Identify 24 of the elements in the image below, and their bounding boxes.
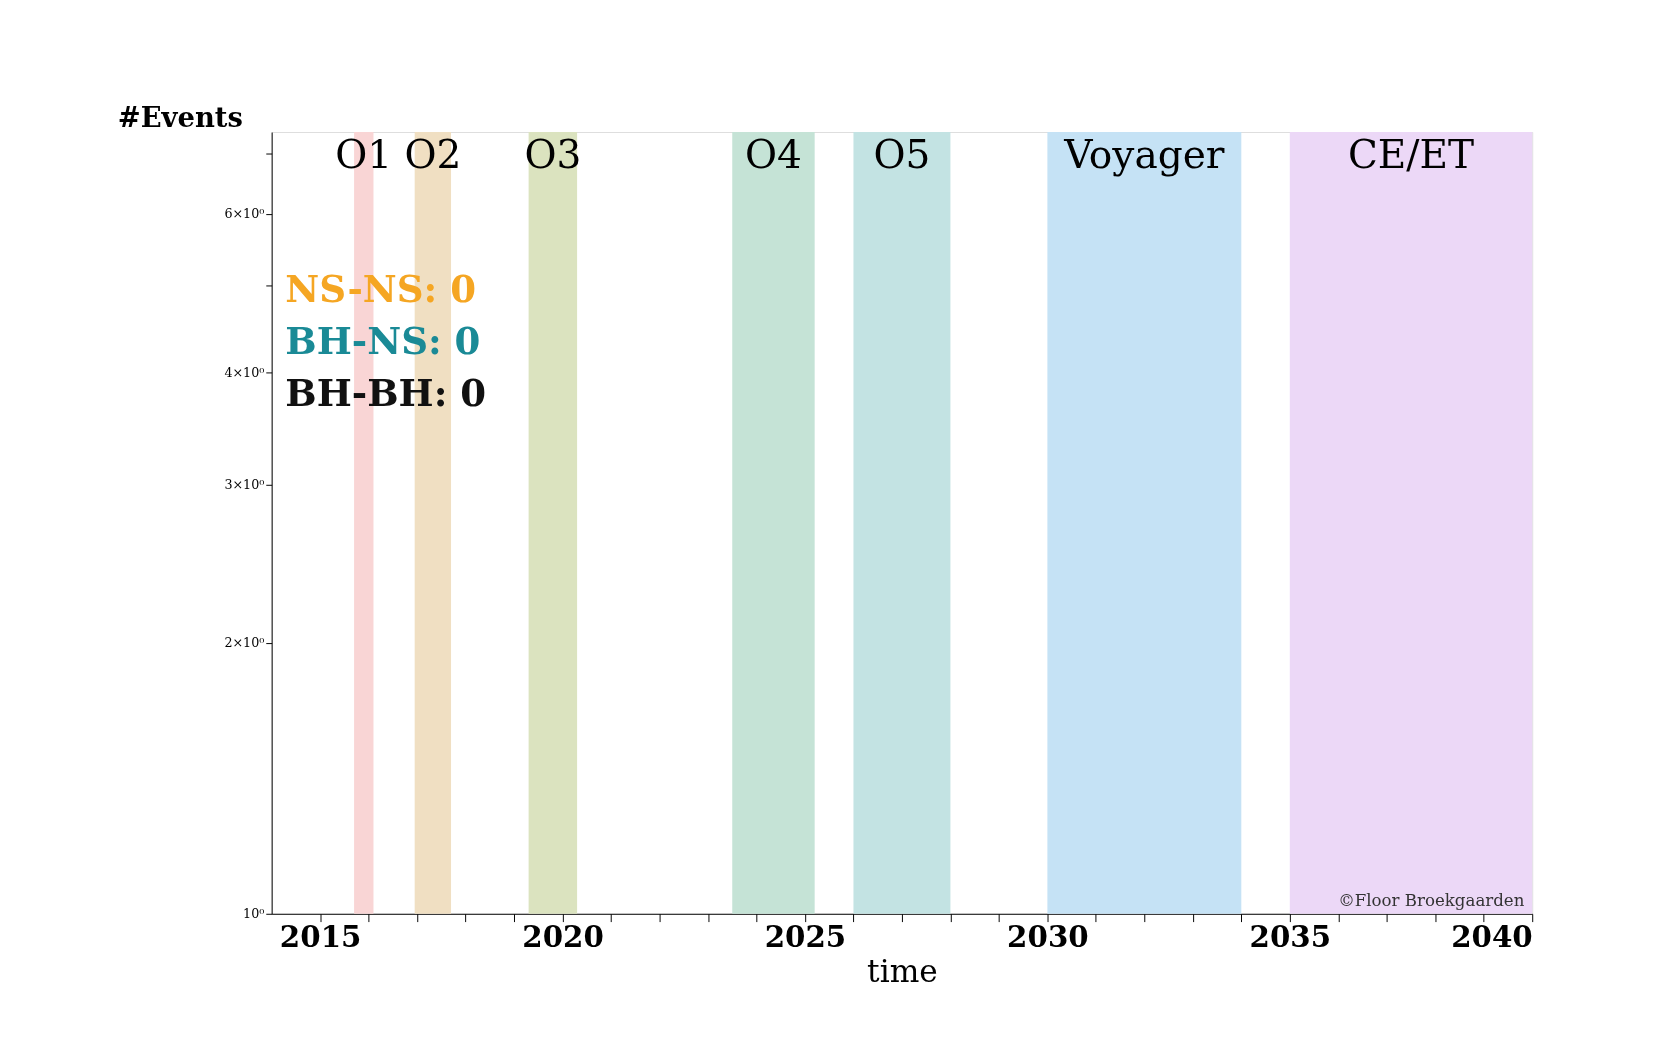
x-tick-label: 2020 (522, 919, 604, 955)
annotation: BH-BH: 0 (285, 370, 487, 415)
y-tick-label: 3×10⁰ (224, 477, 265, 493)
band-label: Voyager (1063, 132, 1225, 178)
x-tick-label: 2040 (1451, 919, 1533, 955)
annotation: NS-NS: 0 (285, 267, 477, 312)
x-tick-label: 2030 (1007, 919, 1089, 955)
y-tick-label: 2×10⁰ (224, 635, 265, 651)
band-label: CE/ET (1347, 132, 1475, 178)
annotation: ©Floor Broekgaarden (1338, 890, 1525, 910)
band-label: O1 (335, 132, 393, 178)
band-label: O4 (745, 132, 802, 178)
y-axis-title: #Events (117, 100, 243, 133)
y-tick-label: 6×10⁰ (224, 206, 265, 222)
x-axis-title: time (867, 952, 938, 989)
band-label: O5 (873, 132, 931, 178)
y-tick-label: 10⁰ (243, 906, 265, 922)
annotation: BH-NS: 0 (285, 318, 481, 363)
band-label: O2 (404, 132, 462, 178)
y-tick-label: 4×10⁰ (224, 364, 265, 380)
band-label: O3 (524, 132, 582, 178)
x-tick-label: 2035 (1249, 919, 1332, 955)
x-tick-label: 2015 (279, 919, 362, 955)
x-tick-label: 2025 (764, 919, 847, 955)
